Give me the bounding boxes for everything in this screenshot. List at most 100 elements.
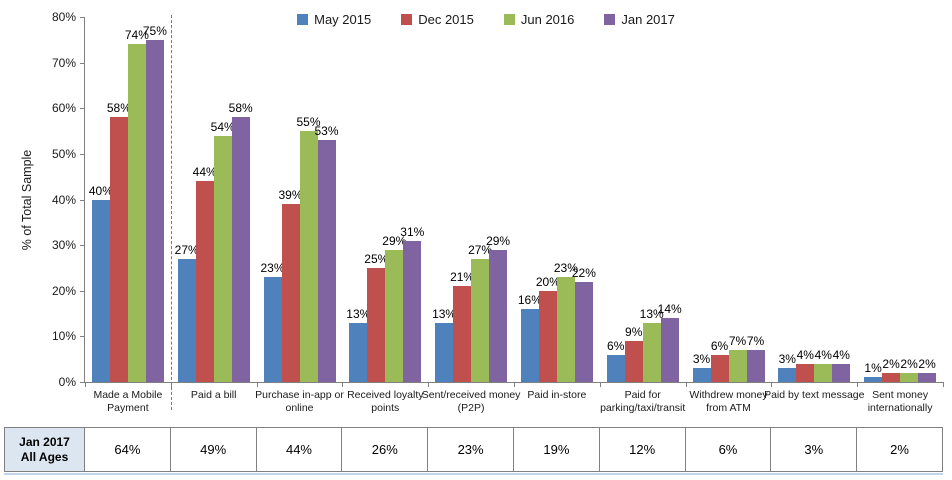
bar: [127, 44, 146, 382]
bar-data-label: 13%: [432, 306, 457, 321]
category-separator-line: [170, 15, 172, 410]
legend: May 2015 Dec 2015 Jun 2016 Jan 2017: [57, 12, 915, 27]
bar: [710, 354, 729, 382]
bar: [900, 372, 919, 382]
bar: [832, 363, 851, 382]
y-tick-label: 80%: [51, 10, 76, 24]
y-tick-label: 40%: [51, 192, 76, 207]
table-value-cell: 3%: [771, 427, 858, 472]
bar: [317, 140, 336, 382]
bar: [367, 267, 386, 382]
y-tick-mark: [80, 336, 85, 338]
bar-data-label: 74%: [124, 28, 149, 43]
bar: [489, 249, 508, 382]
y-tick-mark: [80, 17, 85, 18]
bar-data-label: 21%: [450, 270, 475, 285]
bar-data-label: 7%: [746, 334, 765, 349]
x-tick-mark: [771, 382, 773, 387]
bar-data-label: 54%: [210, 119, 235, 134]
bar: [281, 204, 300, 382]
bar: [746, 350, 765, 382]
bar-data-label: 39%: [278, 188, 303, 203]
bar: [624, 340, 643, 382]
legend-label: May 2015: [314, 12, 372, 27]
x-tick-mark: [342, 382, 344, 387]
bar: [728, 350, 747, 382]
y-tick-mark: [80, 153, 85, 155]
x-tick-mark: [685, 382, 687, 387]
x-tick-mark: [256, 382, 258, 387]
bar-data-label: 23%: [260, 261, 285, 276]
category-label: Purchase in-app or online: [255, 389, 344, 414]
bar: [471, 258, 490, 382]
bar-data-label: 9%: [625, 324, 643, 339]
bar: [145, 39, 164, 382]
bar-data-label: 16%: [517, 293, 542, 307]
y-tick-mark: [80, 382, 85, 383]
table-value-cell: 6%: [685, 427, 772, 472]
x-tick-mark: [857, 382, 859, 387]
bar: [538, 290, 557, 382]
bar: [177, 258, 196, 382]
legend-label: Jan 2017: [621, 12, 675, 27]
bar: [195, 181, 214, 382]
table-value-cell: 49%: [170, 427, 257, 472]
category-label: Received loyalty points: [347, 389, 424, 414]
category-label: Sent/received money (P2P): [421, 389, 521, 414]
category-label: Paid for parking/taxi/transit: [600, 389, 686, 414]
bar: [882, 372, 901, 382]
table-underline: [4, 473, 943, 475]
table-value-cell: 26%: [342, 427, 429, 472]
bar-data-label: 25%: [364, 251, 389, 266]
bar-data-label: 53%: [314, 124, 339, 139]
bar: [435, 322, 454, 382]
bar: [453, 286, 472, 382]
bar-data-label: 1%: [864, 361, 882, 376]
legend-label: Dec 2015: [418, 12, 474, 27]
category-label: Made a Mobile Payment: [93, 389, 163, 414]
x-tick-mark: [514, 382, 515, 387]
table-value-cell: 64%: [85, 427, 171, 472]
bar-data-label: 4%: [796, 347, 814, 362]
bar-data-label: 2%: [900, 356, 918, 371]
legend-swatch-icon: [401, 14, 413, 25]
legend-swatch-icon: [604, 14, 616, 25]
y-tick-mark: [80, 199, 85, 201]
y-tick-label: 50%: [51, 146, 76, 161]
bar-data-label: 4%: [832, 347, 850, 362]
x-tick-mark: [428, 382, 430, 387]
bar: [299, 131, 318, 382]
legend-item: Dec 2015: [401, 12, 474, 27]
bar: [692, 368, 711, 382]
bar-data-label: 58%: [228, 101, 253, 116]
bar-data-label: 2%: [918, 356, 936, 371]
category-label: Sent money internationally: [867, 389, 933, 414]
bar: [814, 363, 833, 382]
y-tick-label: 20%: [51, 283, 76, 298]
bar-data-label: 7%: [728, 334, 747, 349]
legend-swatch-icon: [297, 14, 309, 25]
y-tick-mark: [80, 290, 85, 292]
bar-data-label: 44%: [192, 165, 217, 180]
bar: [918, 372, 937, 382]
bar-data-label: 29%: [486, 233, 511, 248]
bar-data-label: 13%: [639, 306, 664, 321]
legend-item: Jun 2016: [503, 12, 574, 27]
bar-data-label: 23%: [553, 261, 578, 276]
bar-data-label: 4%: [814, 347, 832, 362]
bar: [606, 354, 625, 382]
bar: [213, 135, 232, 382]
category-label: Withdrew money from ATM: [689, 389, 768, 414]
x-tick-mark: [943, 382, 944, 387]
bar-data-label: 27%: [468, 242, 493, 257]
table-value-cell: 44%: [256, 427, 343, 472]
table-value-cell: 23%: [428, 427, 514, 472]
x-tick-mark: [85, 382, 86, 387]
bar-data-label: 3%: [778, 352, 796, 367]
bar-data-label: 27%: [174, 242, 199, 257]
table-row-header-line: Jan 2017: [19, 434, 70, 449]
table-value-cell: 12%: [599, 427, 686, 472]
bar-data-label: 20%: [535, 274, 560, 289]
bar: [864, 377, 883, 382]
bar-data-label: 55%: [296, 115, 321, 130]
